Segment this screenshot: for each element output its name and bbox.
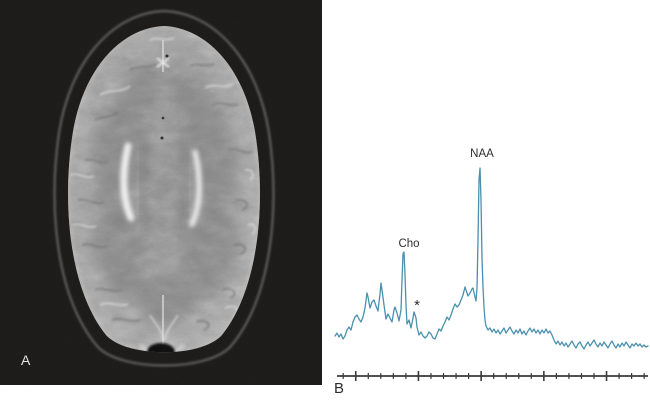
axial-brain-mri-image: [0, 0, 322, 385]
panel-b-label: B: [334, 380, 345, 397]
mri-panel: A: [0, 0, 322, 385]
image-grain: [68, 26, 260, 353]
skull-outline: [53, 9, 275, 367]
peak-label-cho: Cho: [398, 238, 419, 250]
panel-a-label: A: [21, 352, 31, 368]
spectrum-trace: [334, 167, 649, 350]
peak-label-asterisk: *: [414, 297, 420, 314]
peak-label-naa: NAA: [470, 148, 494, 160]
mr-spectrum-chart: Cho * NAA: [334, 148, 649, 381]
